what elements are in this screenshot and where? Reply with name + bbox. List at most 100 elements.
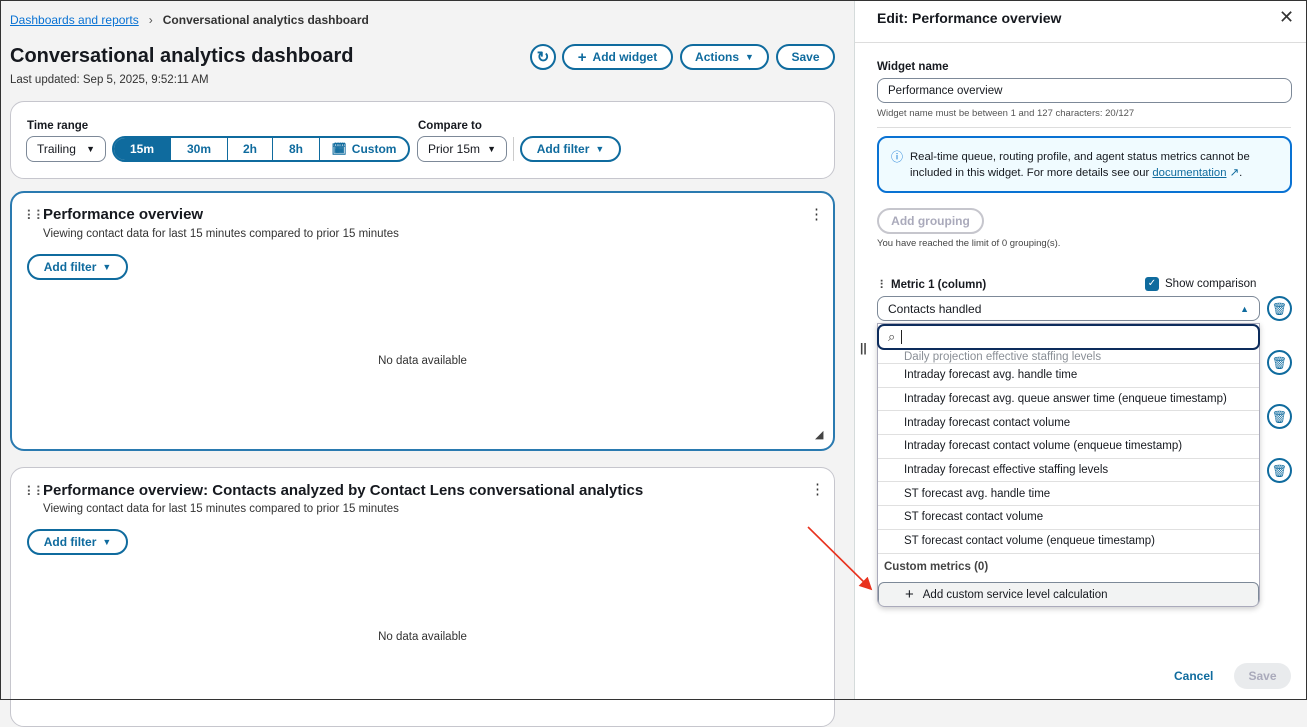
breadcrumb-parent-link[interactable]: Dashboards and reports [10,13,139,27]
compare-select[interactable]: Prior 15m ▼ [417,136,507,162]
metric-label: Metric 1 (column) [891,279,987,291]
add-grouping-label: Add grouping [891,214,970,228]
plus-icon: + [905,586,914,603]
save-dashboard-button[interactable]: Save [776,44,835,70]
caret-down-icon: ▼ [595,144,605,154]
widget-subtitle: Viewing contact data for last 15 minutes… [43,228,399,240]
text-cursor [901,330,903,344]
trailing-select[interactable]: Trailing ▼ [26,136,106,162]
trailing-value: Trailing [37,142,76,156]
divider [855,42,1307,43]
delete-metric-button[interactable]: 🗑 [1267,296,1292,321]
panel-resize-handle[interactable]: || [860,341,867,355]
chevron-right-icon: › [148,13,153,27]
metric-dropdown: Daily projection effective staffing leve… [877,323,1260,607]
widget-title: Performance overview: Contacts analyzed … [43,482,644,499]
add-custom-service-level-button[interactable]: + Add custom service level calculation [878,582,1259,606]
compare-to-label: Compare to [418,120,482,132]
compare-value: Prior 15m [428,142,481,156]
range-15m[interactable]: 15m [114,138,171,160]
divider [877,127,1291,128]
list-item[interactable]: Intraday forecast avg. handle time [878,364,1259,388]
resize-handle-icon[interactable]: ◢ [815,429,824,441]
list-item[interactable]: ST forecast contact volume [878,506,1259,530]
last-updated: Last updated: Sep 5, 2025, 9:52:11 AM [10,74,209,86]
list-item-partial[interactable]: Daily projection effective staffing leve… [878,351,1259,364]
widget-name-label: Widget name [877,61,949,73]
widget-name-hint: Widget name must be between 1 and 127 ch… [877,108,1135,119]
info-alert [877,136,1292,193]
actions-label: Actions [695,50,740,64]
breadcrumb-current: Conversational analytics dashboard [162,13,369,27]
show-comparison-checkbox[interactable]: ✓ [1145,277,1159,291]
caret-down-icon: ▼ [102,537,112,547]
widget-contacts-analyzed[interactable] [10,467,835,727]
metric-select[interactable]: Contacts handled ▲ [877,296,1260,321]
widget-performance-overview[interactable] [10,191,835,451]
info-icon: ⓘ [891,150,904,164]
range-custom[interactable]: 🗓 Custom [320,138,408,160]
list-item[interactable]: ST forecast avg. handle time [878,482,1259,507]
list-item[interactable]: Intraday forecast avg. queue answer time… [878,388,1259,412]
add-custom-label: Add custom service level calculation [922,588,1108,601]
documentation-link[interactable]: documentation [1152,167,1227,179]
trash-icon: 🗑 [1271,355,1288,370]
metric-search-input[interactable]: ⌕ [877,324,1260,350]
plus-icon: + [577,48,587,66]
caret-down-icon: ▼ [745,52,754,62]
refresh-icon: ↻ [536,49,550,66]
widget-name-input[interactable] [877,78,1292,103]
page-title: Conversational analytics dashboard [10,45,354,67]
widget-title: Performance overview [43,206,204,223]
drag-handle-icon[interactable]: ⠇⠇ [26,484,46,499]
custom-metrics-header: Custom metrics (0) [884,561,989,573]
trash-icon: 🗑 [1271,463,1288,478]
add-filter-label: Add filter [536,142,590,156]
panel-title: Edit: Performance overview [877,10,1062,26]
widget-subtitle: Viewing contact data for last 15 minutes… [43,503,399,515]
grouping-limit-text: You have reached the limit of 0 grouping… [877,238,1061,249]
list-item[interactable]: ST forecast contact volume (enqueue time… [878,530,1259,554]
more-options-icon[interactable]: ⋮ [810,481,825,498]
time-range-segmented: 15m 30m 2h 8h 🗓 Custom [112,136,410,162]
caret-down-icon: ▼ [102,262,112,272]
drag-handle-icon[interactable]: ⠇ [879,278,888,292]
list-item[interactable]: Intraday forecast effective staffing lev… [878,459,1259,483]
more-options-icon[interactable]: ⋮ [809,206,824,223]
custom-label: Custom [351,142,397,156]
divider [513,137,514,161]
search-icon: ⌕ [888,329,896,344]
breadcrumb: Dashboards and reports › Conversational … [10,13,369,27]
delete-metric-button[interactable]: 🗑 [1267,350,1292,375]
drag-handle-icon[interactable]: ⠇⠇ [26,208,46,223]
caret-down-icon: ▼ [86,144,95,154]
metric-value: Contacts handled [888,301,982,316]
range-8h[interactable]: 8h [273,138,320,160]
list-item[interactable]: Intraday forecast contact volume (enqueu… [878,435,1259,459]
show-comparison-label: Show comparison [1165,278,1257,290]
refresh-button[interactable]: ↻ [530,44,556,70]
empty-state: No data available [378,355,467,367]
cancel-button[interactable]: Cancel [1174,669,1214,683]
add-filter-label: Add filter [43,535,97,549]
info-message: Real-time queue, routing profile, and ag… [910,151,1250,179]
add-widget-button[interactable]: + Add widget [562,44,673,70]
add-widget-label: Add widget [592,50,658,64]
delete-metric-button[interactable]: 🗑 [1267,458,1292,483]
widget-add-filter-button[interactable]: Add filter ▼ [27,529,128,555]
caret-up-icon: ▲ [1240,303,1249,314]
save-widget-button[interactable]: Save [1234,663,1291,689]
add-grouping-button[interactable]: Add grouping [877,208,984,234]
close-icon[interactable]: ✕ [1279,7,1295,27]
save-label: Save [791,50,820,64]
list-item[interactable]: Intraday forecast contact volume [878,411,1259,436]
widget-add-filter-button[interactable]: Add filter ▼ [27,254,128,280]
options-list: Intraday forecast avg. handle time Intra… [878,364,1259,581]
add-filter-button[interactable]: Add filter ▼ [520,136,621,162]
range-2h[interactable]: 2h [228,138,273,160]
actions-button[interactable]: Actions ▼ [680,44,769,70]
range-30m[interactable]: 30m [171,138,228,160]
empty-state: No data available [378,631,467,643]
delete-metric-button[interactable]: 🗑 [1267,404,1292,429]
calendar-icon: 🗓 [331,142,347,156]
